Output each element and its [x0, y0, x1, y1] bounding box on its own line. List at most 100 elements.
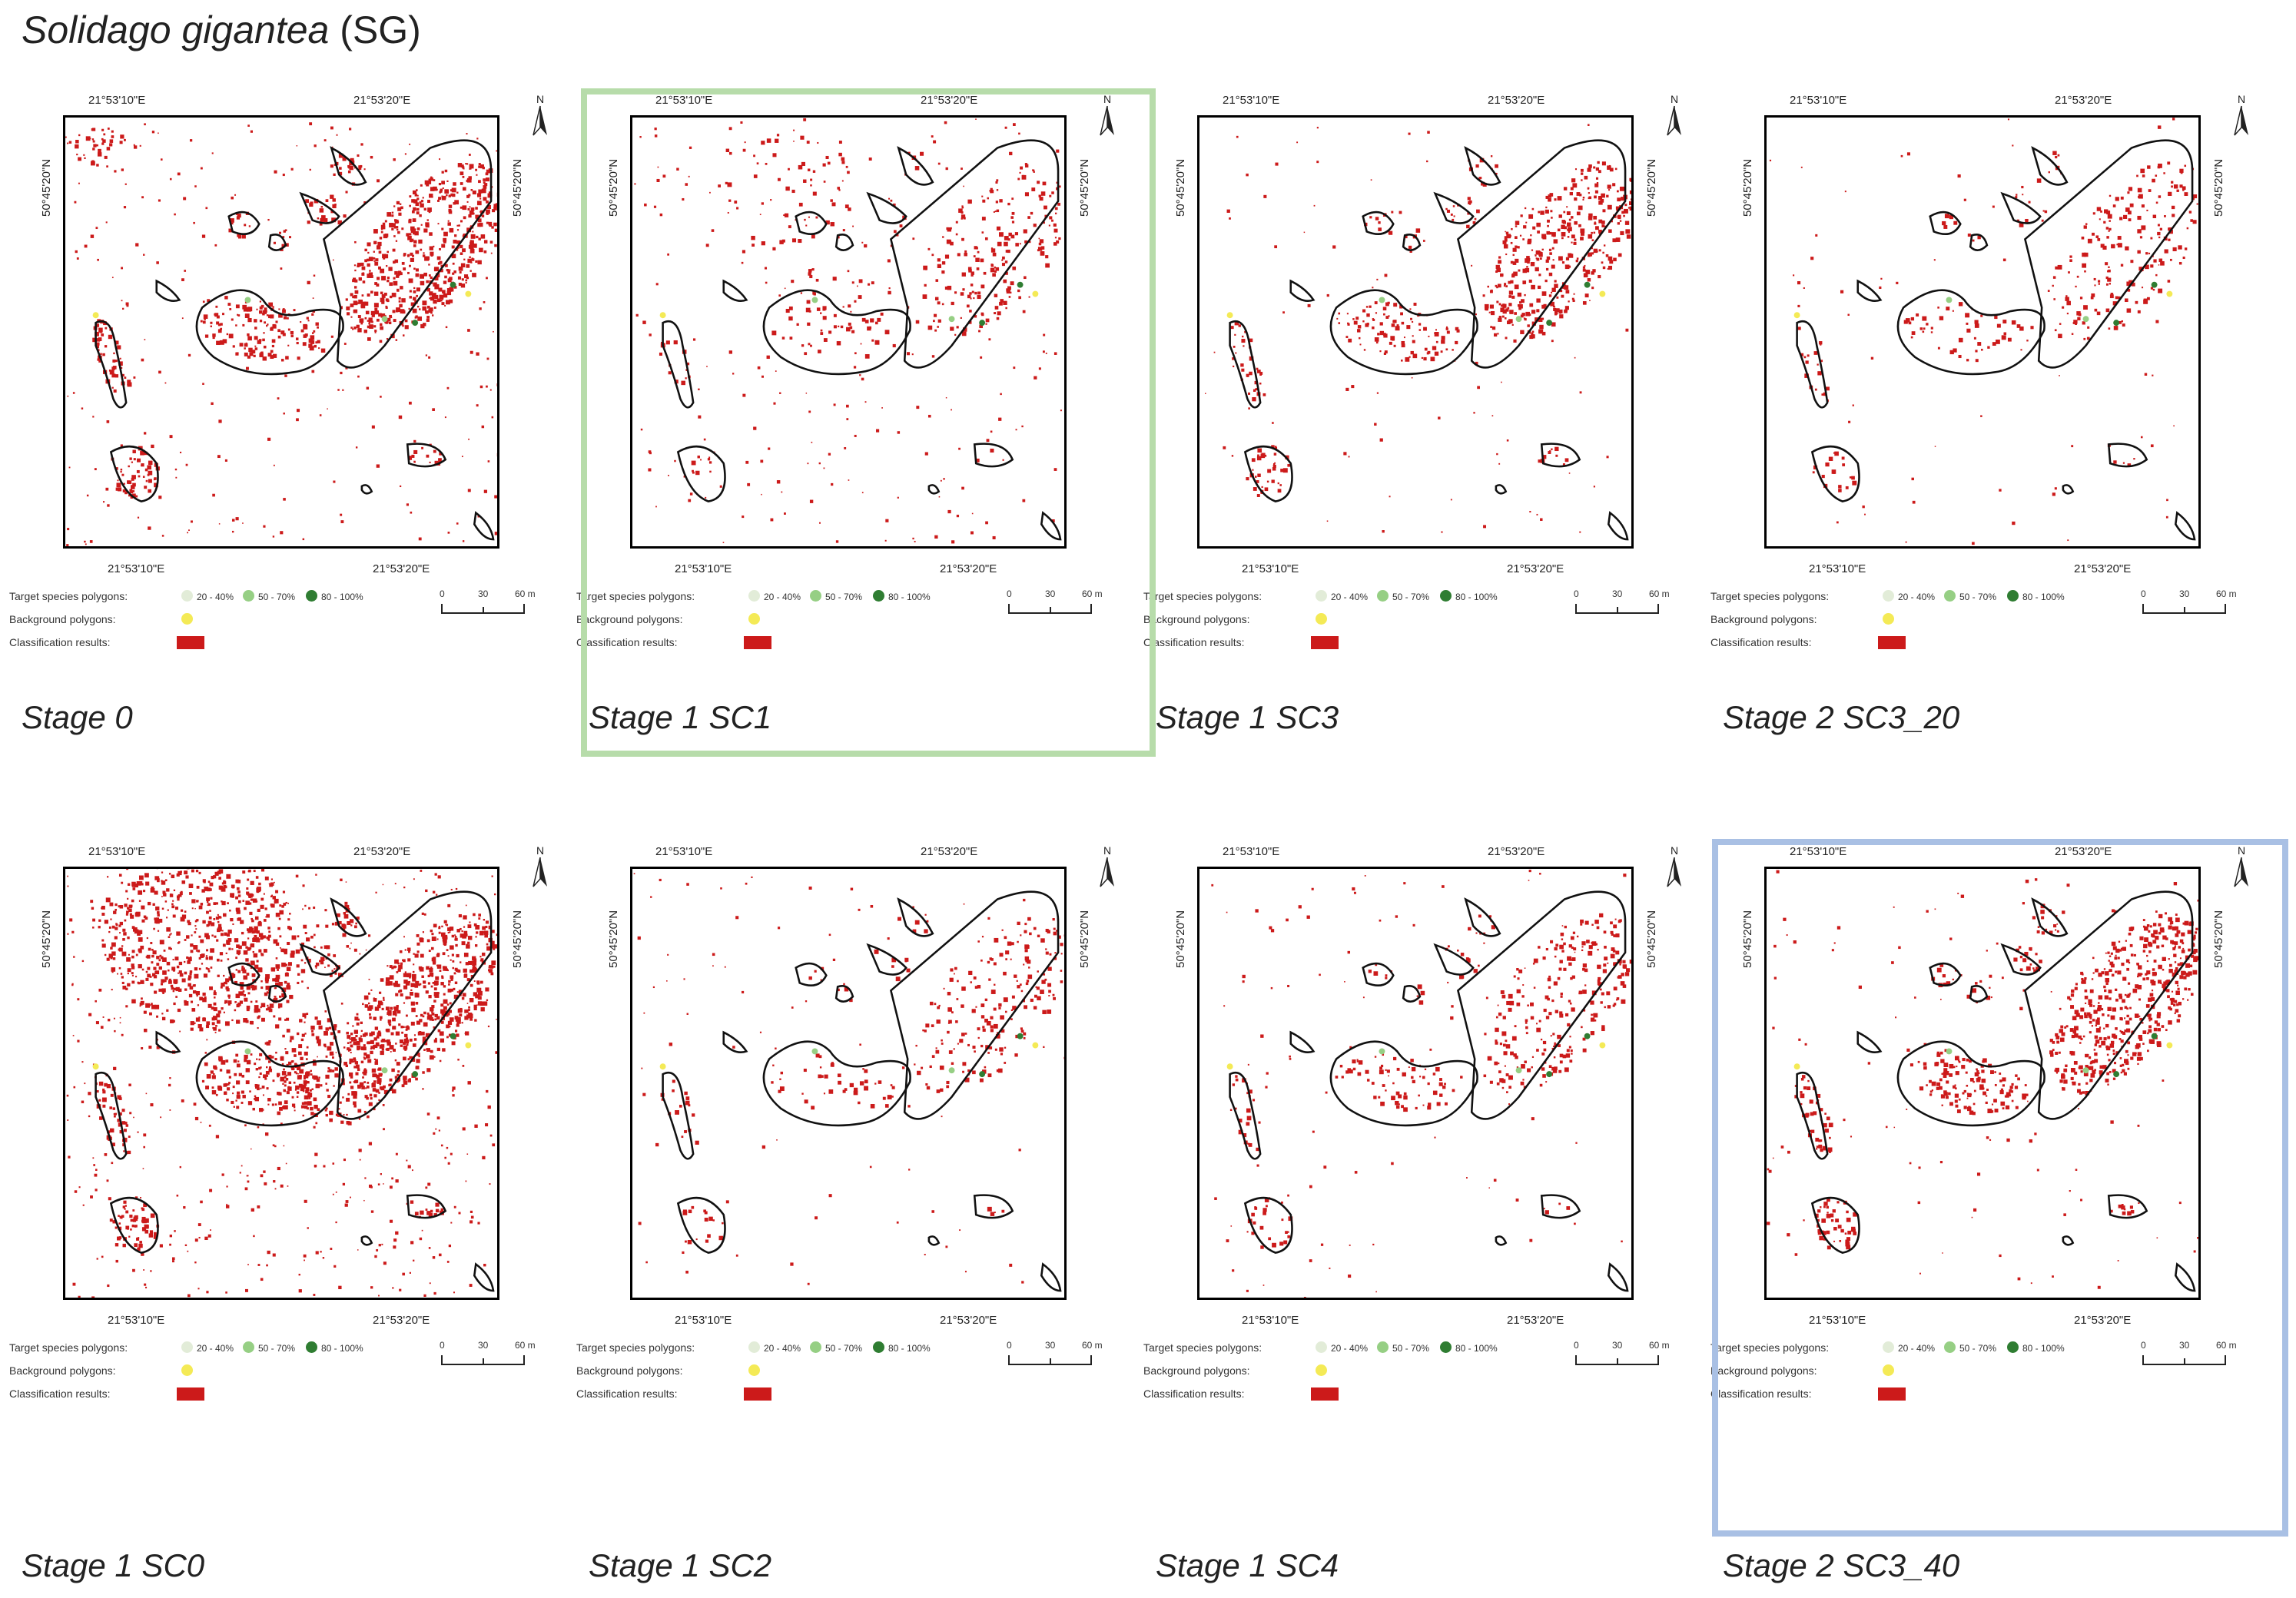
legend-target-label: Target species polygons:: [9, 1341, 128, 1354]
scale-label-0: 0: [440, 1340, 445, 1351]
map-panel: 21°53'10"E 21°53'20"E 50°45'20"N 50°45'2…: [567, 837, 1133, 1598]
figure-title: Solidago gigantea (SG): [22, 8, 421, 52]
background-point: [1599, 291, 1605, 297]
longitude-label-top-right: 21°53'20"E: [921, 845, 977, 858]
north-label: N: [2238, 93, 2245, 105]
target-point-80-100: [979, 1071, 985, 1077]
legend-text-50-70: 50 - 70%: [1959, 592, 1996, 602]
latitude-label-right: 50°45'20"N: [1645, 910, 1658, 968]
background-point: [465, 1043, 471, 1049]
target-polygon-outlines: [1230, 892, 1627, 1291]
scale-label-60: 60 m: [1649, 588, 1670, 599]
legend-background-label: Background polygons:: [9, 613, 116, 625]
legend-classification-swatch: [1878, 636, 1906, 649]
classification-pixels: [67, 869, 497, 1298]
stage-label: Stage 0: [22, 699, 133, 736]
legend-text-80-100: 80 - 100%: [1455, 1343, 1498, 1354]
longitude-label-top-left: 21°53'10"E: [1790, 94, 1846, 107]
target-point-50-70: [1516, 316, 1522, 322]
north-label: N: [536, 844, 544, 857]
longitude-label-bottom-left: 21°53'10"E: [108, 1314, 164, 1327]
latitude-label-left: 50°45'20"N: [40, 910, 53, 968]
latitude-label-right: 50°45'20"N: [1645, 159, 1658, 217]
target-point-80-100: [2152, 282, 2158, 288]
north-label: N: [1671, 844, 1678, 857]
legend-classification-swatch: [177, 636, 204, 649]
legend-text-50-70: 50 - 70%: [1392, 592, 1429, 602]
north-label: N: [1103, 844, 1111, 857]
background-point: [2166, 291, 2172, 297]
legend-dot-50-70: [1377, 590, 1389, 602]
latitude-label-right: 50°45'20"N: [511, 159, 524, 217]
target-point-80-100: [450, 282, 456, 288]
longitude-label-top-right: 21°53'20"E: [1488, 845, 1544, 858]
longitude-label-top-left: 21°53'10"E: [1223, 94, 1279, 107]
stage-label: Stage 1 SC4: [1156, 1547, 1339, 1584]
target-polygon-outlines: [1230, 141, 1627, 539]
scale-label-60: 60 m: [1649, 1340, 1670, 1351]
classification-map: [1764, 115, 2201, 549]
scale-bar: [441, 1354, 526, 1377]
legend-classification-swatch: [1311, 1387, 1339, 1401]
target-point-50-70: [245, 1048, 251, 1054]
legend-dot-background: [1316, 1364, 1327, 1376]
scale-label-30: 30: [1612, 588, 1622, 599]
north-label: N: [1671, 93, 1678, 105]
longitude-label-bottom-left: 21°53'10"E: [675, 1314, 732, 1327]
longitude-label-bottom-right: 21°53'20"E: [2074, 562, 2131, 575]
map-canvas: [1199, 118, 1631, 546]
longitude-label-top-left: 21°53'10"E: [88, 845, 145, 858]
species-name: Solidago gigantea: [22, 8, 329, 51]
legend-dot-50-70: [243, 1341, 254, 1353]
legend-text-20-40: 20 - 40%: [1331, 592, 1368, 602]
latitude-label-left: 50°45'20"N: [1174, 159, 1187, 217]
target-polygon-outlines: [663, 892, 1060, 1291]
scale-label-60: 60 m: [1082, 1340, 1103, 1351]
longitude-label-top-left: 21°53'10"E: [1223, 845, 1279, 858]
scale-label-60: 60 m: [515, 1340, 536, 1351]
longitude-label-bottom-right: 21°53'20"E: [373, 562, 430, 575]
north-arrow-icon: N: [1664, 844, 1684, 890]
longitude-label-top-right: 21°53'20"E: [1488, 94, 1544, 107]
legend-target-label: Target species polygons:: [9, 590, 128, 602]
target-point-80-100: [412, 320, 418, 326]
legend-classification-swatch: [177, 1387, 204, 1401]
target-point-50-70: [812, 1048, 818, 1054]
stage-label: Stage 2 SC3_40: [1723, 1547, 1959, 1584]
stage-label: Stage 1 SC2: [589, 1547, 771, 1584]
longitude-label-bottom-right: 21°53'20"E: [1507, 1314, 1564, 1327]
longitude-label-bottom-left: 21°53'10"E: [108, 562, 164, 575]
legend-dot-50-70: [1944, 590, 1956, 602]
legend-classification-label: Classification results:: [1710, 636, 1812, 648]
legend-classification-swatch: [1311, 636, 1339, 649]
target-point-50-70: [245, 297, 251, 303]
scale-label-30: 30: [478, 588, 488, 599]
map-canvas: [1767, 118, 2198, 546]
longitude-label-bottom-right: 21°53'20"E: [1507, 562, 1564, 575]
classification-map: [630, 867, 1067, 1300]
scale-bar: [1008, 1354, 1093, 1377]
map-panel: 21°53'10"E 21°53'20"E 50°45'20"N 50°45'2…: [1134, 86, 1700, 847]
background-point: [93, 1063, 99, 1069]
map-canvas: [632, 869, 1064, 1298]
highlight-frame-blue: [1712, 839, 2288, 1537]
classification-map: [63, 867, 499, 1300]
target-point-80-100: [1017, 1033, 1024, 1039]
map-panel: 21°53'10"E 21°53'20"E 50°45'20"N 50°45'2…: [1701, 86, 2267, 847]
target-point-50-70: [949, 1067, 955, 1073]
legend-classification-swatch: [744, 1387, 771, 1401]
background-point: [1794, 312, 1800, 318]
classification-pixels: [1770, 118, 2198, 545]
background-point: [660, 1063, 666, 1069]
target-point-50-70: [382, 316, 388, 322]
map-canvas: [1199, 869, 1631, 1298]
legend-target-label: Target species polygons:: [576, 1341, 695, 1354]
scale-label-0: 0: [1574, 1340, 1579, 1351]
map-panel: 21°53'10"E 21°53'20"E 50°45'20"N 50°45'2…: [0, 86, 566, 847]
north-arrow-icon: N: [530, 92, 550, 138]
legend-background-label: Background polygons:: [1710, 613, 1817, 625]
classification-pixels: [634, 873, 1064, 1285]
legend-dot-20-40: [748, 1341, 760, 1353]
stage-label: Stage 1 SC3: [1156, 699, 1339, 736]
classification-pixels: [1205, 124, 1631, 532]
